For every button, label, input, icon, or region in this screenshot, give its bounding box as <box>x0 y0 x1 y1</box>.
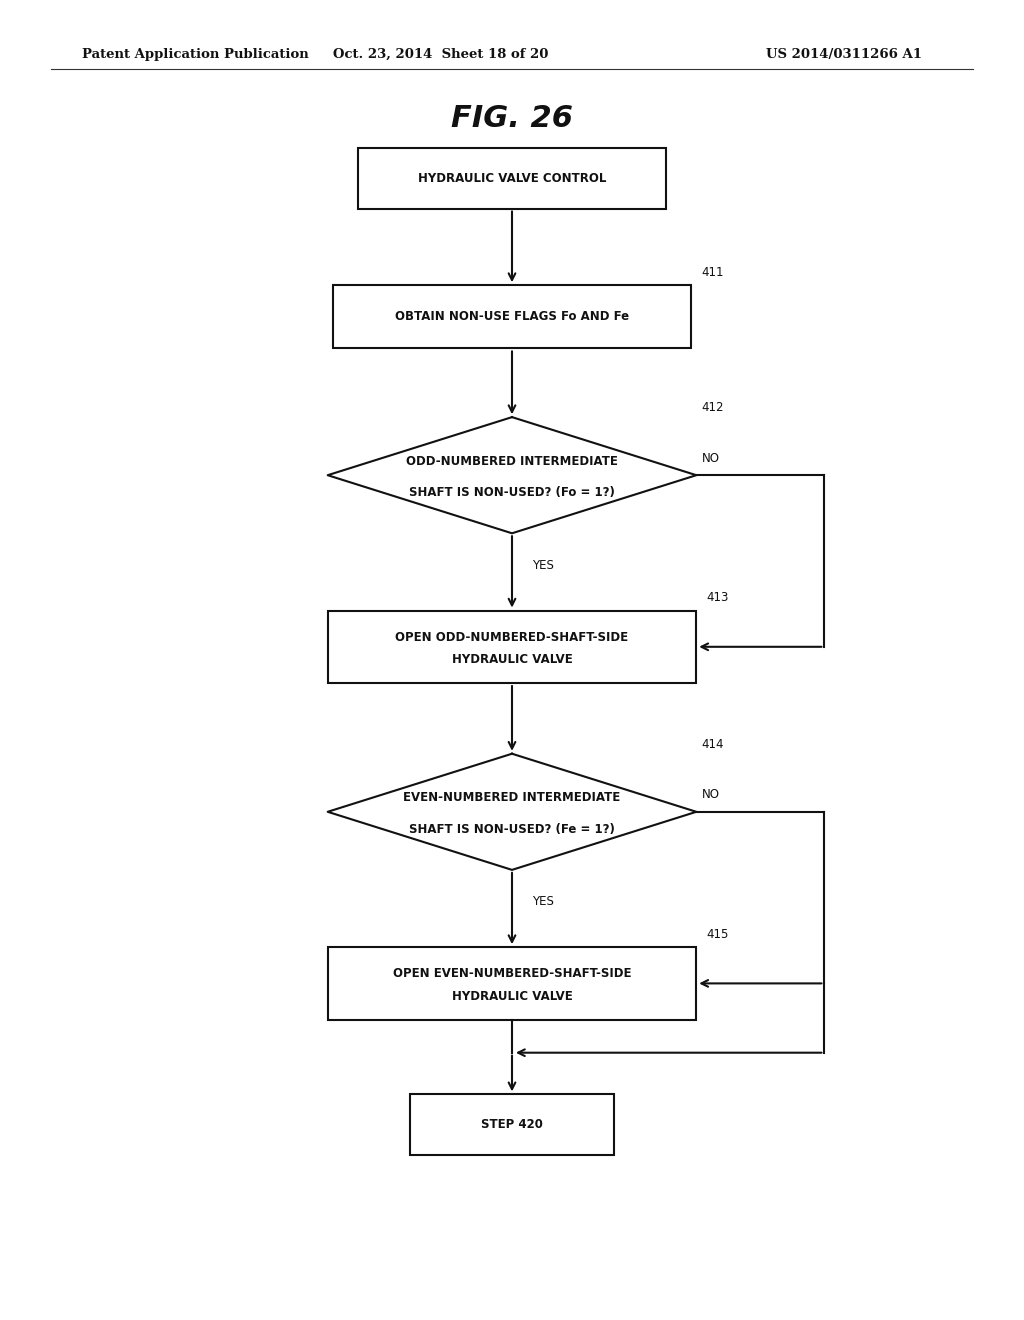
Bar <box>328 948 696 1019</box>
Polygon shape <box>328 754 696 870</box>
Text: SHAFT IS NON-USED? (Fe = 1?): SHAFT IS NON-USED? (Fe = 1?) <box>409 822 615 836</box>
Text: STEP 420: STEP 420 <box>481 1118 543 1131</box>
Bar <box>358 148 666 209</box>
Text: HYDRAULIC VALVE CONTROL: HYDRAULIC VALVE CONTROL <box>418 172 606 185</box>
Text: NO: NO <box>701 788 720 801</box>
Text: NO: NO <box>701 451 720 465</box>
Text: EVEN-NUMBERED INTERMEDIATE: EVEN-NUMBERED INTERMEDIATE <box>403 792 621 804</box>
Text: US 2014/0311266 A1: US 2014/0311266 A1 <box>766 48 922 61</box>
Text: OPEN EVEN-NUMBERED-SHAFT-SIDE: OPEN EVEN-NUMBERED-SHAFT-SIDE <box>393 968 631 981</box>
Text: YES: YES <box>532 895 554 908</box>
Text: 414: 414 <box>701 738 724 751</box>
Text: FIG. 26: FIG. 26 <box>451 104 573 133</box>
Text: Oct. 23, 2014  Sheet 18 of 20: Oct. 23, 2014 Sheet 18 of 20 <box>333 48 548 61</box>
Text: HYDRAULIC VALVE: HYDRAULIC VALVE <box>452 653 572 667</box>
Text: SHAFT IS NON-USED? (Fo = 1?): SHAFT IS NON-USED? (Fo = 1?) <box>409 486 615 499</box>
Text: YES: YES <box>532 558 554 572</box>
Text: 413: 413 <box>707 591 729 605</box>
Polygon shape <box>328 417 696 533</box>
Text: 412: 412 <box>701 401 724 414</box>
Text: HYDRAULIC VALVE: HYDRAULIC VALVE <box>452 990 572 1003</box>
Text: 411: 411 <box>701 265 724 279</box>
Text: Patent Application Publication: Patent Application Publication <box>82 48 308 61</box>
Bar <box>333 285 691 348</box>
Text: 415: 415 <box>707 928 729 940</box>
Text: OPEN ODD-NUMBERED-SHAFT-SIDE: OPEN ODD-NUMBERED-SHAFT-SIDE <box>395 631 629 644</box>
Text: ODD-NUMBERED INTERMEDIATE: ODD-NUMBERED INTERMEDIATE <box>407 455 617 467</box>
Bar <box>410 1094 614 1155</box>
Bar <box>328 610 696 684</box>
Text: OBTAIN NON-USE FLAGS Fo AND Fe: OBTAIN NON-USE FLAGS Fo AND Fe <box>395 310 629 323</box>
